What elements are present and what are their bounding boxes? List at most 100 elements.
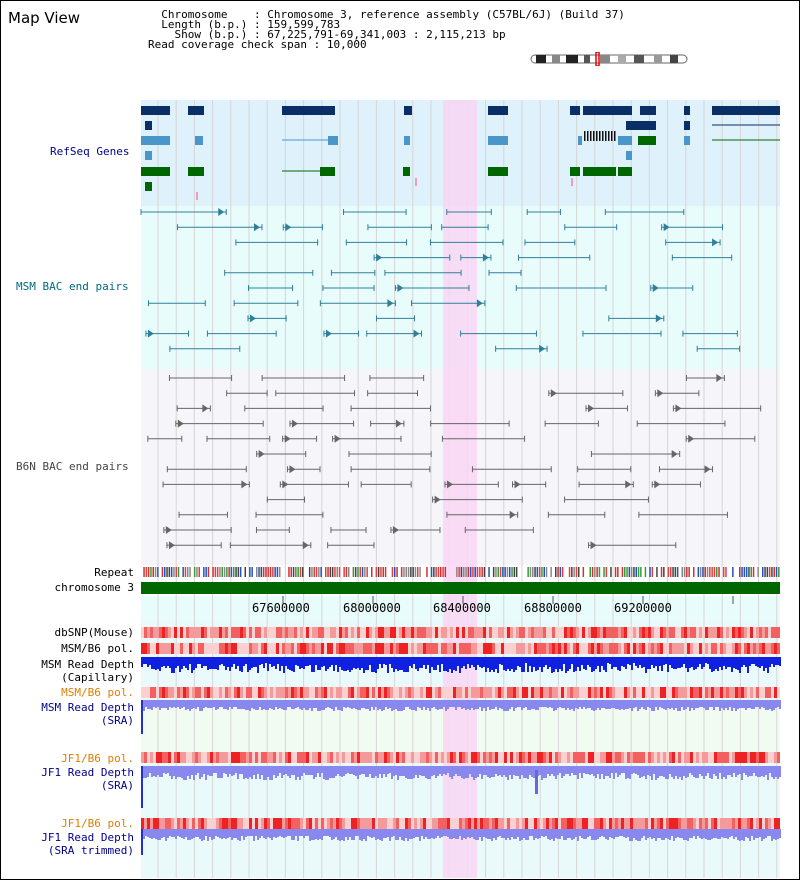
jf1-trimmed-depth-bar[interactable] bbox=[403, 829, 405, 841]
jf1-b6-pol-heat-2[interactable] bbox=[495, 818, 498, 829]
jf1-sra-depth-bar[interactable] bbox=[373, 766, 375, 778]
jf1-trimmed-depth-bar[interactable] bbox=[145, 829, 147, 836]
dbsnp-heat[interactable] bbox=[615, 627, 618, 638]
jf1-b6-pol-heat[interactable] bbox=[729, 752, 732, 763]
msm-sra-depth-bar[interactable] bbox=[561, 700, 563, 708]
jf1-b6-pol-heat[interactable] bbox=[777, 752, 780, 763]
jf1-trimmed-depth-bar[interactable] bbox=[291, 829, 293, 840]
jf1-sra-depth-bar[interactable] bbox=[493, 766, 495, 777]
jf1-trimmed-depth-bar[interactable] bbox=[353, 829, 355, 840]
msm-b6-pol-heat[interactable] bbox=[486, 643, 489, 654]
msm-sra-depth-bar[interactable] bbox=[403, 700, 405, 710]
msm-sra-depth-bar[interactable] bbox=[779, 700, 781, 709]
jf1-trimmed-depth-bar[interactable] bbox=[451, 829, 453, 839]
msm-sra-depth-bar[interactable] bbox=[731, 700, 733, 711]
msm-sra-depth-bar[interactable] bbox=[685, 700, 687, 709]
jf1-sra-depth-bar[interactable] bbox=[501, 766, 503, 777]
msm-b6-pol-heat-2[interactable] bbox=[402, 687, 405, 698]
msm-capillary-depth-bar[interactable] bbox=[505, 657, 507, 671]
msm-capillary-depth-bar[interactable] bbox=[265, 657, 267, 663]
msm-sra-depth-bar[interactable] bbox=[739, 700, 741, 708]
jf1-b6-pol-heat[interactable] bbox=[441, 752, 444, 763]
msm-b6-pol-heat[interactable] bbox=[708, 643, 711, 654]
repeat-element[interactable] bbox=[223, 567, 226, 577]
msm-capillary-depth-bar[interactable] bbox=[421, 657, 423, 668]
repeat-element[interactable] bbox=[527, 567, 529, 577]
jf1-trimmed-depth-bar[interactable] bbox=[243, 829, 245, 840]
msm-b6-pol-heat[interactable] bbox=[285, 643, 288, 654]
jf1-b6-pol-heat[interactable] bbox=[162, 752, 165, 763]
repeat-element[interactable] bbox=[538, 567, 541, 577]
jf1-trimmed-depth-bar[interactable] bbox=[365, 829, 367, 841]
jf1-sra-depth-bar[interactable] bbox=[265, 766, 267, 780]
repeat-element[interactable] bbox=[594, 567, 596, 577]
msm-capillary-depth-bar[interactable] bbox=[585, 657, 587, 670]
jf1-trimmed-depth-bar[interactable] bbox=[509, 829, 511, 840]
jf1-trimmed-depth-bar[interactable] bbox=[253, 829, 255, 841]
jf1-sra-depth-bar[interactable] bbox=[523, 766, 525, 778]
repeat-element[interactable] bbox=[235, 567, 237, 577]
jf1-b6-pol-heat-2[interactable] bbox=[204, 818, 207, 829]
msm-sra-depth-bar[interactable] bbox=[713, 700, 715, 710]
jf1-b6-pol-heat-2[interactable] bbox=[372, 818, 375, 829]
dbsnp-heat[interactable] bbox=[354, 627, 357, 638]
jf1-b6-pol-heat[interactable] bbox=[558, 752, 561, 763]
jf1-trimmed-depth-bar[interactable] bbox=[235, 829, 237, 838]
jf1-sra-depth-bar[interactable] bbox=[553, 766, 555, 776]
msm-b6-pol-heat-2[interactable] bbox=[231, 687, 234, 698]
dbsnp-heat[interactable] bbox=[258, 627, 261, 638]
gene-exon[interactable] bbox=[684, 106, 690, 115]
msm-b6-pol-heat-2[interactable] bbox=[324, 687, 327, 698]
jf1-b6-pol-heat-2[interactable] bbox=[216, 818, 219, 829]
msm-b6-pol-heat-2[interactable] bbox=[393, 687, 396, 698]
msm-capillary-depth-bar[interactable] bbox=[489, 657, 491, 672]
dbsnp-heat[interactable] bbox=[687, 627, 690, 638]
jf1-trimmed-depth-bar[interactable] bbox=[627, 829, 629, 837]
jf1-b6-pol-heat-2[interactable] bbox=[288, 818, 291, 829]
jf1-b6-pol-heat[interactable] bbox=[372, 752, 375, 763]
jf1-b6-pol-heat-2[interactable] bbox=[597, 818, 600, 829]
jf1-trimmed-depth-bar[interactable] bbox=[651, 829, 653, 839]
msm-sra-depth-bar[interactable] bbox=[193, 700, 195, 708]
repeat-element[interactable] bbox=[598, 567, 601, 577]
jf1-sra-depth-bar[interactable] bbox=[255, 766, 257, 779]
jf1-b6-pol-heat[interactable] bbox=[534, 752, 537, 763]
msm-b6-pol-heat[interactable] bbox=[729, 643, 732, 654]
msm-capillary-depth-bar[interactable] bbox=[449, 657, 451, 669]
msm-capillary-depth-bar[interactable] bbox=[197, 657, 199, 664]
msm-capillary-depth-bar[interactable] bbox=[145, 657, 147, 664]
msm-capillary-depth-bar[interactable] bbox=[619, 657, 621, 671]
msm-b6-pol-heat-2[interactable] bbox=[669, 687, 672, 698]
dbsnp-heat[interactable] bbox=[630, 627, 633, 638]
jf1-b6-pol-heat-2[interactable] bbox=[396, 818, 399, 829]
jf1-b6-pol-heat-2[interactable] bbox=[279, 818, 282, 829]
jf1-trimmed-depth-bar[interactable] bbox=[589, 829, 591, 836]
jf1-b6-pol-heat-2[interactable] bbox=[147, 818, 150, 829]
jf1-trimmed-depth-bar[interactable] bbox=[431, 829, 433, 838]
msm-b6-pol-heat[interactable] bbox=[363, 643, 366, 654]
jf1-b6-pol-heat-2[interactable] bbox=[354, 818, 357, 829]
msm-sra-depth-bar[interactable] bbox=[347, 700, 349, 707]
msm-capillary-depth-bar[interactable] bbox=[749, 657, 751, 666]
jf1-b6-pol-heat[interactable] bbox=[471, 752, 474, 763]
msm-b6-pol-heat-2[interactable] bbox=[246, 687, 249, 698]
msm-b6-pol-heat[interactable] bbox=[660, 643, 663, 654]
msm-sra-depth-bar[interactable] bbox=[585, 700, 587, 709]
jf1-sra-depth-bar[interactable] bbox=[313, 766, 315, 779]
jf1-trimmed-depth-bar[interactable] bbox=[541, 829, 543, 836]
jf1-sra-depth-bar[interactable] bbox=[565, 766, 567, 774]
msm-capillary-depth-bar[interactable] bbox=[699, 657, 701, 664]
msm-b6-pol-heat-2[interactable] bbox=[708, 687, 711, 698]
dbsnp-heat[interactable] bbox=[225, 627, 228, 638]
jf1-b6-pol-heat[interactable] bbox=[768, 752, 771, 763]
jf1-sra-depth-bar[interactable] bbox=[385, 766, 387, 777]
msm-capillary-depth-bar[interactable] bbox=[343, 657, 345, 671]
msm-b6-pol-heat[interactable] bbox=[180, 643, 183, 654]
msm-b6-pol-heat-2[interactable] bbox=[294, 687, 297, 698]
msm-b6-pol-heat-2[interactable] bbox=[600, 687, 603, 698]
msm-capillary-depth-bar[interactable] bbox=[189, 657, 191, 664]
jf1-sra-depth-bar[interactable] bbox=[597, 766, 599, 774]
msm-b6-pol-heat[interactable] bbox=[417, 643, 420, 654]
jf1-b6-pol-heat-2[interactable] bbox=[729, 818, 732, 829]
dbsnp-heat[interactable] bbox=[408, 627, 411, 638]
